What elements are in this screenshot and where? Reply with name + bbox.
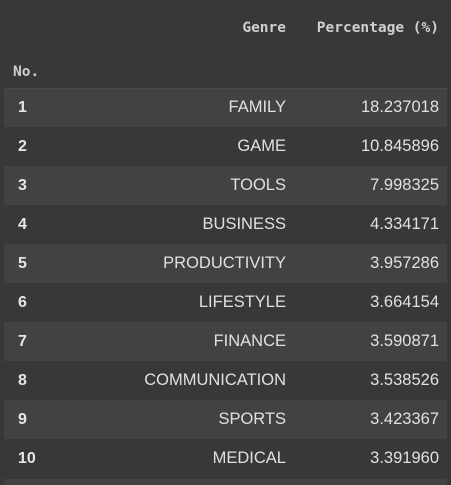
row-index: 9 [18, 410, 27, 428]
percentage-cell: 7.998325 [370, 176, 439, 194]
genre-cell: TOOLS [230, 176, 286, 194]
row-index: 7 [18, 332, 27, 350]
percentage-cell: 3.391960 [370, 449, 439, 467]
table-row: 4 BUSINESS 4.334171 [4, 205, 447, 244]
table-row: 7 FINANCE 3.590871 [4, 322, 447, 361]
row-index: 10 [18, 449, 36, 467]
table-row: 2 GAME 10.845896 [4, 127, 447, 166]
genre-cell: COMMUNICATION [144, 371, 286, 389]
column-header-row: Genre Percentage (%) [4, 0, 447, 56]
column-header-percentage: Percentage (%) [316, 20, 439, 36]
genre-cell: GAME [237, 137, 286, 155]
percentage-cell: 3.664154 [370, 293, 439, 311]
genre-cell: FAMILY [228, 98, 286, 117]
next-row-edge [4, 479, 447, 485]
percentage-cell: 3.423367 [370, 410, 439, 428]
blank-header-cell [294, 56, 447, 88]
row-index: 6 [18, 293, 27, 311]
percentage-cell: 4.334171 [370, 215, 439, 233]
table-body: 1 FAMILY 18.237018 2 GAME 10.845896 3 TO… [4, 88, 447, 478]
row-index: 4 [18, 215, 27, 233]
table-row: 8 COMMUNICATION 3.538526 [4, 361, 447, 400]
genre-cell: MEDICAL [212, 449, 286, 467]
percentage-cell: 10.845896 [361, 137, 439, 155]
genre-cell: FINANCE [213, 332, 286, 350]
table-row: 9 SPORTS 3.423367 [4, 400, 447, 439]
row-index: 8 [18, 371, 27, 389]
genre-cell: LIFESTYLE [198, 293, 286, 311]
table-row: 5 PRODUCTIVITY 3.957286 [4, 244, 447, 283]
index-name-header: No. [13, 63, 40, 80]
row-index: 5 [18, 254, 27, 272]
row-index: 1 [18, 98, 27, 116]
genre-cell: PRODUCTIVITY [163, 254, 286, 272]
row-index: 2 [18, 137, 27, 155]
table-row: 1 FAMILY 18.237018 [4, 88, 447, 127]
dataframe-table: Genre Percentage (%) No. 1 FAMILY 18.237… [4, 0, 447, 478]
index-header-row: No. [4, 56, 447, 88]
blank-header-cell [4, 0, 48, 56]
percentage-cell: 18.237018 [361, 98, 439, 117]
column-header-genre: Genre [242, 20, 286, 36]
genre-cell: BUSINESS [202, 215, 286, 233]
table-row: 3 TOOLS 7.998325 [4, 166, 447, 205]
table-row: 10 MEDICAL 3.391960 [4, 439, 447, 478]
percentage-cell: 3.590871 [370, 332, 439, 350]
percentage-cell: 3.957286 [370, 254, 439, 272]
table-row: 6 LIFESTYLE 3.664154 [4, 283, 447, 322]
row-index: 3 [18, 176, 27, 194]
percentage-cell: 3.538526 [370, 371, 439, 389]
genre-cell: SPORTS [218, 410, 286, 428]
table-header: Genre Percentage (%) No. [4, 0, 447, 88]
blank-header-cell [48, 56, 294, 88]
